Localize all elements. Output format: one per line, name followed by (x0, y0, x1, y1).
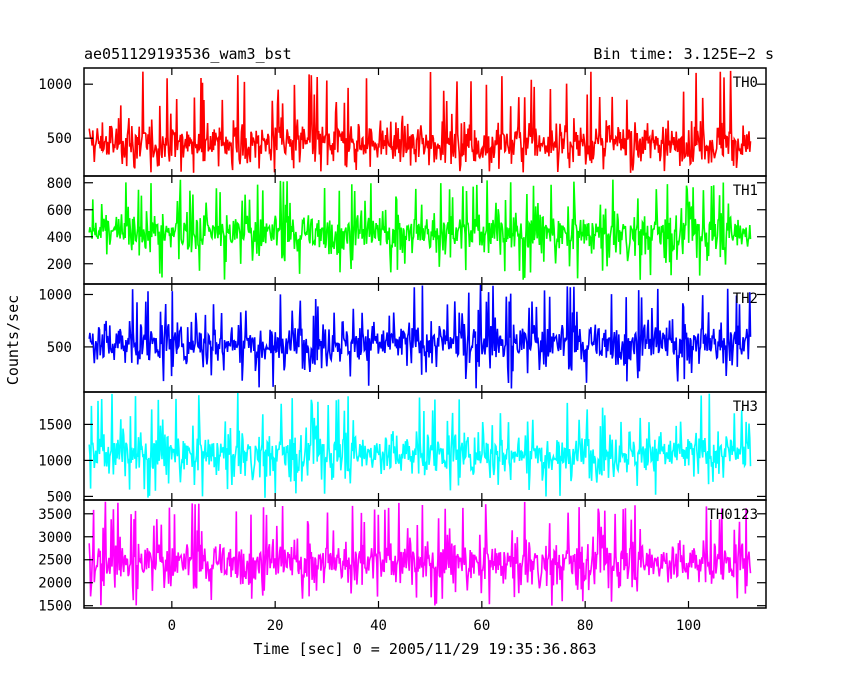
y-tick-label: 3000 (38, 530, 72, 546)
y-tick-label: 2500 (38, 553, 72, 569)
panel-label-th2: TH2 (733, 291, 758, 307)
x-tick-label: 100 (676, 618, 701, 634)
panel-label-th0123: TH0123 (707, 507, 758, 523)
x-tick-label: 80 (577, 618, 594, 634)
y-tick-label: 1000 (38, 453, 72, 469)
y-tick-label: 200 (47, 257, 72, 273)
y-tick-label: 800 (47, 176, 72, 192)
panel-label-th0: TH0 (733, 75, 758, 91)
panel-label-th3: TH3 (733, 399, 758, 415)
panel-frame-th0123 (83, 499, 767, 609)
y-tick-label: 500 (47, 489, 72, 505)
y-tick-label: 500 (47, 340, 72, 356)
x-tick-label: 60 (473, 618, 490, 634)
y-tick-label: 3500 (38, 507, 72, 523)
y-tick-label: 2000 (38, 576, 72, 592)
series-line-th0 (88, 70, 752, 173)
chart-header-left: ae051129193536_wam3_bst (84, 45, 292, 63)
panel-label-th1: TH1 (733, 183, 758, 199)
x-tick-label: 0 (168, 618, 176, 634)
x-axis-title: Time [sec] 0 = 2005/11/29 19:35:36.863 (253, 640, 596, 658)
x-tick-label: 40 (370, 618, 387, 634)
series-line-th2 (88, 284, 752, 389)
chart-header-right: Bin time: 3.125E−2 s (593, 45, 774, 63)
y-tick-label: 400 (47, 230, 72, 246)
y-tick-label: 1000 (38, 77, 72, 93)
y-tick-label: 1000 (38, 287, 72, 303)
y-axis-title: Counts/sec (4, 295, 22, 385)
y-tick-label: 600 (47, 203, 72, 219)
series-line-th3 (88, 392, 752, 498)
y-tick-label: 500 (47, 131, 72, 147)
y-tick-label: 1500 (38, 599, 72, 615)
series-line-th0123 (88, 501, 752, 606)
x-tick-label: 20 (267, 618, 284, 634)
series-line-th1 (88, 179, 752, 280)
y-tick-label: 1500 (38, 417, 72, 433)
